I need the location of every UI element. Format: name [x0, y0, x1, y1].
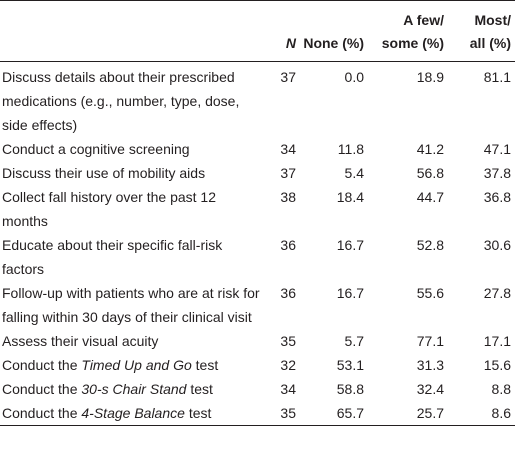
cell-value: 11.8 [337, 141, 364, 157]
row-label: Discuss their use of mobility aids [0, 161, 268, 185]
cell-value: 38 [280, 189, 296, 205]
cell-value: 56.8 [416, 165, 444, 181]
cell-value: 37 [280, 165, 296, 181]
label-text: Discuss their use of mobility aids [2, 165, 206, 181]
cell-value: 32.4 [416, 381, 444, 397]
cell-value: 17.1 [483, 333, 511, 349]
cell-value: 15.6 [483, 357, 511, 373]
cell-value: 36 [280, 285, 296, 301]
cell-value: 77.1 [416, 333, 444, 349]
table-row: Educate about their specific fall-risk f… [0, 233, 515, 281]
label-text: Conduct a cognitive screening [2, 141, 190, 157]
header-line: A few/ [403, 12, 444, 28]
table-body: Discuss details about their prescribed m… [0, 62, 515, 426]
cell-value: 30.6 [483, 237, 511, 253]
cell-value: 25.7 [416, 405, 444, 421]
row-label: Discuss details about their prescribed m… [0, 62, 268, 138]
table-row: Conduct the Timed Up and Go test 32 53.1 31… [0, 353, 515, 377]
row-label: Collect fall history over the past 12 mo… [0, 185, 268, 233]
label-segment: 30-s Chair Stand [81, 381, 187, 397]
label-segment: Conduct the [2, 381, 78, 397]
label-segment: test [190, 381, 213, 397]
cell-value: 16.7 [336, 237, 364, 253]
label-segment: Timed Up and Go [81, 357, 192, 373]
column-header: N [268, 1, 300, 62]
label-text: Collect fall history over the past 12 mo… [2, 189, 216, 229]
cell-value: 34 [280, 141, 296, 157]
cell-value: 35 [280, 405, 296, 421]
cell-value: 5.4 [344, 165, 364, 181]
cell-value: 41.2 [416, 141, 444, 157]
cell-value: 52.8 [416, 237, 444, 253]
label-segment: Conduct the [2, 405, 78, 421]
cell-value: 0.0 [344, 69, 364, 85]
label-text: Assess their visual acuity [2, 333, 159, 349]
cell-value: 37.8 [483, 165, 511, 181]
label-segment: test [195, 357, 219, 373]
cell-value: 55.6 [416, 285, 444, 301]
row-label: Conduct the 30-s Chair Stand test [0, 377, 268, 401]
table-row: Follow-up with patients who are at risk … [0, 281, 515, 329]
cell-value: 36 [280, 237, 296, 253]
cell-value: 31.3 [416, 357, 444, 373]
row-label: Follow-up with patients who are at risk … [0, 281, 268, 329]
cell-value: 47.1 [483, 141, 511, 157]
row-label: Conduct the Timed Up and Go test [0, 353, 268, 377]
header-line: all (%) [469, 35, 511, 51]
label-text: Educate about their specific fall-risk f… [2, 237, 223, 277]
column-header: None (%) [300, 1, 368, 62]
header-line: N [285, 35, 296, 51]
header-row: N None (%) A few/some (%) Most/all (%) [0, 0, 515, 62]
column-header: Most/all (%) [448, 1, 515, 62]
cell-value: 44.7 [416, 189, 444, 205]
cell-value: 18.4 [336, 189, 364, 205]
header-line: None (%) [303, 35, 364, 51]
cell-value: 5.7 [344, 333, 364, 349]
row-label: Assess their visual acuity [0, 329, 268, 353]
table-row: Collect fall history over the past 12 mo… [0, 185, 515, 233]
header-line: some (%) [381, 35, 444, 51]
cell-value: 8.8 [491, 381, 511, 397]
table-header: N None (%) A few/some (%) Most/all (%) [0, 0, 515, 62]
row-label: Conduct a cognitive screening [0, 137, 268, 161]
label-text: Follow-up with patients who are at risk … [2, 285, 260, 325]
data-table: N None (%) A few/some (%) Most/all (%) Disc… [0, 0, 515, 426]
cell-value: 34 [280, 381, 296, 397]
table-row: Conduct a cognitive screening 34 11.8 41.2 4… [0, 137, 515, 161]
cell-value: 32 [280, 357, 296, 373]
label-segment: Conduct the [2, 357, 78, 373]
cell-value: 35 [280, 333, 296, 349]
cell-value: 53.1 [336, 357, 364, 373]
header-blank [0, 1, 268, 62]
table-row: Discuss details about their prescribed m… [0, 62, 515, 138]
label-segment: 4-Stage Balance [81, 405, 185, 421]
table-row: Conduct the 30-s Chair Stand test 34 58.8 3… [0, 377, 515, 401]
cell-value: 8.6 [491, 405, 511, 421]
cell-value: 65.7 [336, 405, 364, 421]
row-label: Educate about their specific fall-risk f… [0, 233, 268, 281]
label-text: Discuss details about their prescribed m… [2, 69, 240, 133]
column-header: A few/some (%) [368, 1, 448, 62]
cell-value: 16.7 [336, 285, 364, 301]
cell-value: 36.8 [483, 189, 511, 205]
cell-value: 81.1 [483, 69, 511, 85]
cell-value: 18.9 [416, 69, 444, 85]
table-row: Assess their visual acuity 35 5.7 77.1 17.1 [0, 329, 515, 353]
cell-value: 27.8 [483, 285, 511, 301]
row-label: Conduct the 4-Stage Balance test [0, 401, 268, 426]
table-row: Discuss their use of mobility aids 37 5.4 5… [0, 161, 515, 185]
cell-value: 37 [280, 69, 296, 85]
table-row: Conduct the 4-Stage Balance test 35 65.7 25… [0, 401, 515, 426]
label-segment: test [188, 405, 212, 421]
header-line: Most/ [474, 12, 511, 28]
cell-value: 58.8 [336, 381, 364, 397]
